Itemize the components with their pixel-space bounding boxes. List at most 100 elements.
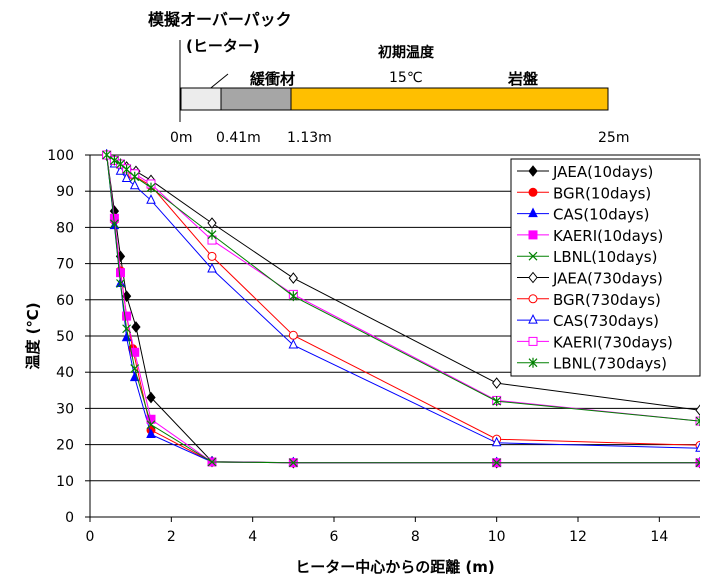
x-tick-label: 6 [330, 529, 339, 545]
legend-marker [528, 251, 538, 261]
schematic-diagram: 模擬オーバーパック (ヒーター) 初期温度 15℃ 緩衝材 岩盤 0m 0.41… [148, 10, 629, 146]
data-point [288, 338, 299, 349]
data-point [121, 331, 132, 342]
data-point [492, 458, 502, 468]
x-tick-label: 2 [167, 529, 176, 545]
x-tick-label: 8 [411, 529, 420, 545]
legend-entry: KAERI(730days) [517, 333, 673, 351]
data-point [122, 164, 132, 175]
y-tick-label: 0 [65, 510, 74, 526]
data-point [695, 442, 700, 452]
legend-entry: KAERI(10days) [517, 227, 663, 245]
series-LBNL(730days) [102, 150, 700, 427]
legend-label: BGR(730days) [553, 291, 661, 309]
legend-label: LBNL(730days) [553, 355, 667, 373]
data-point [146, 428, 156, 438]
legend-marker [528, 230, 538, 240]
legend-marker [528, 271, 538, 284]
y-tick-label: 80 [56, 220, 74, 236]
data-point [130, 364, 140, 374]
position-label-3: 25m [598, 130, 629, 146]
y-axis-label: 温度 (℃) [24, 302, 42, 369]
legend-label: JAEA(10days) [552, 163, 653, 181]
data-point [146, 420, 156, 430]
x-axis-label: ヒーター中心からの距離 (m) [295, 558, 495, 576]
legend-label: CAS(10days) [553, 206, 649, 224]
series-line [106, 154, 700, 422]
legend-marker [528, 207, 538, 218]
x-tick-label: 10 [488, 529, 506, 545]
legend-entry: CAS(10days) [517, 206, 649, 224]
y-tick-label: 20 [56, 438, 74, 454]
data-point [109, 155, 119, 166]
x-tick-label: 0 [86, 529, 95, 545]
legend-entry: LBNL(10days) [517, 248, 657, 266]
data-point [695, 458, 700, 468]
tick-labels: 0 10 20 30 40 50 60 70 80 90 100 0 2 4 6 8 10 12 14 [47, 148, 668, 545]
initial-temp-value: 15℃ [389, 70, 423, 86]
y-tick-label: 50 [56, 329, 74, 345]
x-tick-label: 12 [569, 529, 587, 545]
data-point [109, 219, 119, 229]
y-tick-label: 10 [56, 474, 74, 490]
data-point [288, 272, 298, 284]
legend-label: CAS(730days) [553, 312, 659, 330]
legend-label: KAERI(730days) [553, 333, 673, 351]
legend-marker [528, 336, 538, 346]
legend-label: BGR(10days) [553, 184, 651, 202]
data-series [101, 148, 700, 469]
x-tick-label: 14 [650, 529, 668, 545]
position-label-0: 0m [170, 130, 193, 146]
data-point [131, 321, 141, 333]
overpack-title: 模擬オーバーパック [148, 10, 292, 29]
data-point [288, 330, 298, 340]
legend-entry: BGR(10days) [517, 184, 651, 202]
legend: JAEA(10days) BGR(10days) CAS(10days) KAERI(… [510, 158, 701, 377]
y-tick-label: 60 [56, 293, 74, 309]
y-tick-label: 40 [56, 365, 74, 381]
data-point [130, 347, 140, 357]
legend-label: JAEA(730days) [552, 270, 663, 288]
legend-marker [528, 165, 538, 177]
data-point [492, 396, 502, 407]
buffer-label: 緩衝材 [250, 70, 295, 88]
y-tick-label: 90 [56, 184, 74, 200]
data-point [695, 416, 700, 427]
data-point [130, 171, 140, 182]
legend-marker [528, 187, 538, 197]
data-point [207, 217, 217, 229]
initial-temp-label: 初期温度 [378, 44, 435, 61]
data-point [146, 182, 156, 193]
data-point [207, 251, 217, 261]
x-tick-label: 4 [248, 529, 257, 545]
data-point [695, 404, 700, 417]
data-point [116, 268, 125, 278]
data-point [116, 279, 125, 288]
heater-label: (ヒーター) [186, 37, 260, 55]
legend-entry: JAEA(730days) [517, 270, 663, 288]
data-point [207, 457, 217, 467]
position-label-1: 0.41m [216, 130, 261, 146]
rock-label: 岩盤 [507, 70, 539, 88]
data-point [146, 194, 156, 204]
data-point [129, 179, 140, 190]
data-point [146, 391, 156, 404]
legend-box [510, 158, 701, 377]
legend-entry: JAEA(10days) [517, 163, 653, 181]
data-point [122, 311, 132, 321]
legend-entry: CAS(730days) [517, 312, 659, 330]
data-point [492, 377, 502, 389]
axes [85, 154, 700, 522]
y-tick-label: 30 [56, 401, 74, 417]
legend-label: KAERI(10days) [553, 227, 663, 245]
legend-marker [528, 357, 538, 368]
data-point [122, 324, 132, 334]
data-point [207, 229, 217, 240]
position-label-2: 1.13m [287, 130, 332, 146]
y-tick-label: 100 [47, 148, 74, 164]
legend-marker [528, 313, 538, 324]
legend-label: LBNL(10days) [553, 248, 657, 266]
legend-entry: LBNL(730days) [517, 355, 667, 373]
data-point [121, 172, 132, 183]
